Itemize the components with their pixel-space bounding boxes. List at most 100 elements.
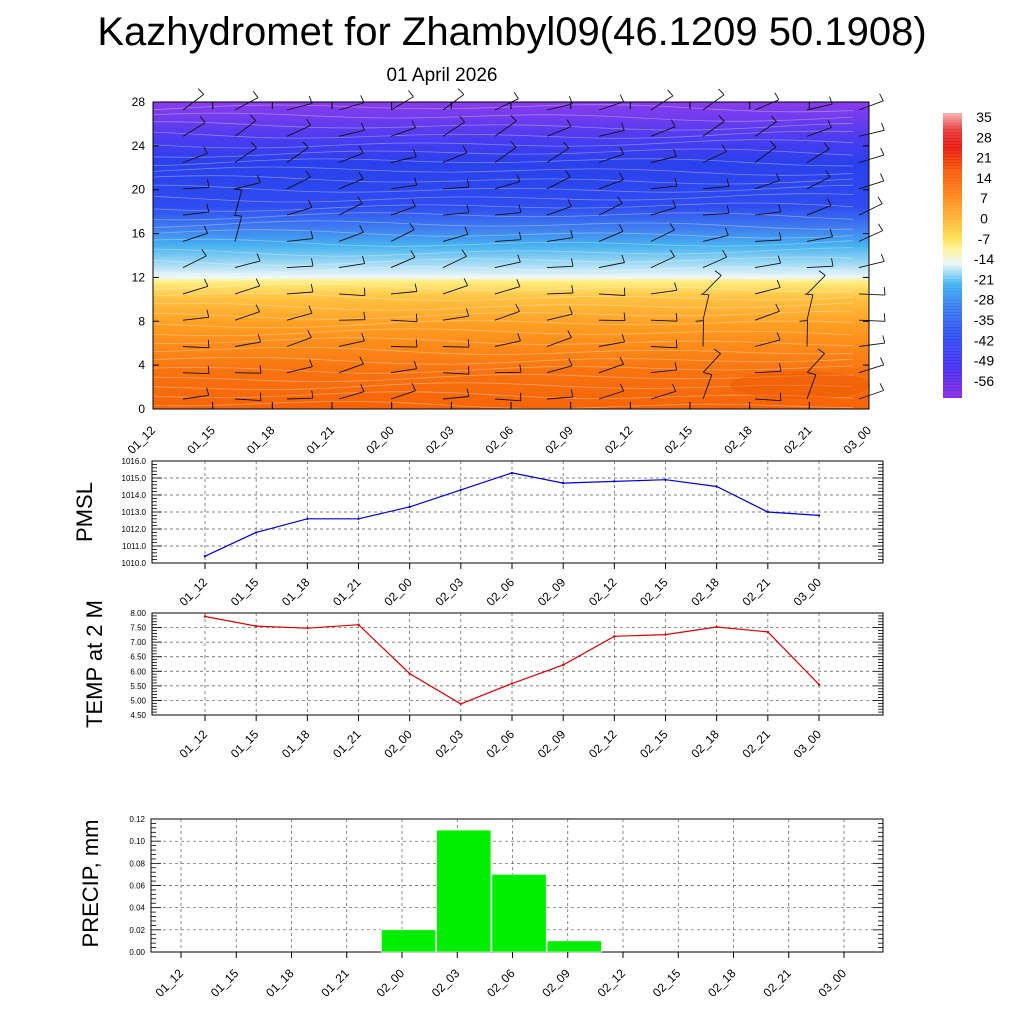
wind-barb (650, 383, 677, 400)
wind-barb (233, 214, 243, 242)
wind-barb (286, 200, 313, 216)
wind-barb (442, 145, 468, 163)
y-tick-label: 1014.0 (122, 491, 147, 500)
contour-line (152, 346, 854, 355)
contour-line (152, 310, 854, 320)
wind-barb (182, 365, 210, 375)
x-tick-label: 02_15 (637, 575, 671, 609)
contour-line (152, 357, 854, 365)
wind-barb (806, 170, 831, 190)
precip-bar (436, 829, 492, 953)
x-tick-label: 01_12 (177, 727, 211, 761)
wind-barb (390, 339, 418, 348)
wind-barb (286, 330, 312, 347)
wind-barb (546, 330, 572, 347)
x-tick-label: 03_00 (791, 727, 825, 761)
data-point (561, 481, 565, 485)
wind-barb (442, 115, 466, 137)
contour-line (152, 365, 854, 374)
x-tick-label: 02_15 (637, 727, 671, 761)
wind-barb (754, 140, 777, 163)
wind-barb (546, 285, 574, 295)
pmsl-panel: 1010.0 1011.0 1012.0 1013.0 1014.0 1015.0 1016… (72, 457, 884, 609)
wind-barb (598, 224, 624, 242)
wind-barb (338, 95, 365, 111)
colorbar-bands (943, 115, 962, 396)
wind-barb (338, 356, 364, 374)
wind-barb (390, 222, 415, 242)
wind-barb (182, 146, 208, 163)
x-tick-label: 02_00 (381, 727, 415, 761)
y-tick-label: 12 (132, 270, 146, 284)
wind-barb (494, 91, 519, 111)
y-tick-label: 28 (132, 95, 146, 109)
colorbar-label: -28 (974, 292, 994, 308)
x-tick-label: 02_21 (760, 966, 794, 1000)
x-tick-label: 02_03 (432, 575, 466, 609)
wind-barbs (182, 88, 886, 402)
wind-barb (858, 253, 885, 269)
wind-barb (338, 122, 365, 137)
wind-barb (182, 278, 209, 295)
wind-barb (806, 270, 826, 295)
x-tick-label: 02_15 (650, 966, 684, 1000)
wind-barb (650, 361, 678, 374)
wind-barb (390, 250, 416, 269)
wind-barb (650, 178, 678, 190)
wind-barb (182, 309, 210, 321)
wind-barb (650, 148, 677, 163)
wind-barb (390, 360, 418, 374)
wind-barb (754, 173, 781, 190)
wind-barb (494, 174, 521, 190)
contour-line (152, 238, 854, 247)
x-tick-label: 03_00 (816, 966, 850, 1000)
wind-barb (442, 226, 469, 242)
data-point (357, 623, 360, 626)
wind-barb (338, 255, 366, 269)
y-tick-label: 20 (132, 183, 146, 197)
contour-line (152, 184, 854, 193)
wind-barb (806, 96, 833, 111)
wind-barb (650, 339, 678, 349)
data-point (510, 682, 514, 685)
data-point (408, 505, 411, 509)
wind-barb (804, 293, 814, 321)
wind-barb (234, 175, 261, 190)
wind-barb (858, 383, 885, 400)
contour-line (152, 193, 854, 203)
x-tick-label: 01_18 (263, 966, 297, 1000)
contour-line (152, 292, 854, 301)
wind-barb (286, 230, 314, 242)
contour-line (152, 391, 854, 399)
wind-barb (390, 177, 418, 190)
wind-barb (338, 311, 366, 321)
wind-barb (806, 348, 825, 374)
wind-barb (598, 122, 625, 137)
wind-barb (858, 122, 885, 137)
wind-barb (858, 287, 886, 296)
x-tick-label: 02_18 (705, 966, 739, 1000)
contour-line (152, 247, 854, 257)
y-tick-label: 1016.0 (122, 457, 147, 466)
wind-barb (858, 223, 884, 242)
x-tick-label: 02_06 (484, 727, 518, 761)
wind-barb (390, 90, 414, 111)
wind-barb (858, 173, 885, 190)
wind-barb (338, 333, 365, 347)
wind-barb (754, 115, 777, 137)
wind-barb (702, 249, 728, 269)
x-tick-label: 01_15 (208, 966, 242, 1000)
x-tick-label: 03_00 (841, 423, 875, 457)
wind-barb (598, 356, 625, 374)
data-point (817, 514, 821, 517)
contour-lines (152, 104, 854, 409)
wind-barb (390, 149, 417, 163)
wind-barb (494, 231, 522, 242)
x-tick-label: 02_18 (688, 575, 722, 609)
wind-barb (182, 249, 207, 269)
data-point (510, 471, 514, 475)
data-point (715, 625, 718, 629)
data-point (766, 510, 770, 514)
wind-barb (494, 392, 522, 402)
contour-line (152, 202, 854, 212)
